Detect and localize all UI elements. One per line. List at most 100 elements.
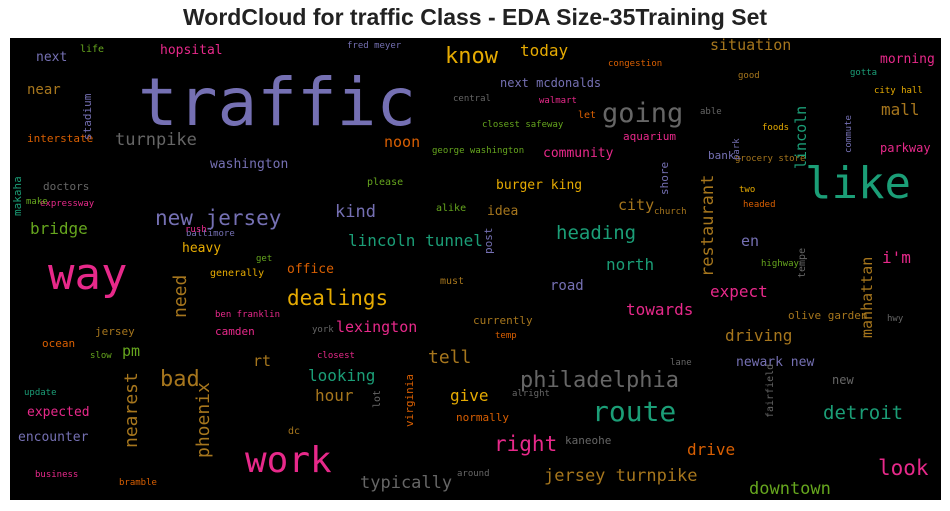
word-cloud-word: virginia: [403, 374, 416, 427]
word-cloud-word: looking: [308, 366, 376, 385]
word-cloud-word: typically: [360, 473, 453, 493]
word-cloud-word: pm: [122, 342, 141, 360]
word-cloud-word: post: [482, 227, 495, 255]
word-cloud-word: bank: [708, 149, 735, 162]
word-cloud-word: bad: [160, 367, 200, 392]
word-cloud-word: heavy: [182, 241, 222, 256]
word-cloud-word: towards: [626, 300, 694, 319]
word-cloud-word: hwy: [887, 314, 904, 324]
word-cloud-word: walmart: [539, 96, 577, 106]
word-cloud-word: two: [739, 185, 756, 195]
word-cloud-word: stadium: [81, 93, 94, 140]
word-cloud-word: detroit: [823, 402, 904, 424]
word-cloud-word: please: [367, 177, 404, 188]
word-cloud-word: new: [832, 373, 854, 387]
word-cloud-word: park: [732, 138, 742, 160]
word-cloud-word: temp: [495, 331, 517, 341]
word-cloud-word: dc: [288, 426, 301, 437]
word-cloud-word: currently: [473, 314, 533, 327]
word-cloud-word: let: [578, 110, 597, 121]
word-cloud-word: ben franklin: [215, 310, 281, 320]
word-cloud-word: lane: [670, 358, 692, 368]
word-cloud-word: give: [450, 386, 489, 405]
word-cloud-word: fairfield: [765, 363, 776, 418]
word-cloud-word: aquarium: [623, 130, 676, 143]
word-cloud-word: noon: [384, 133, 421, 151]
word-cloud-word: like: [805, 158, 911, 209]
word-cloud-word: know: [445, 44, 498, 69]
word-cloud-word: york: [312, 325, 334, 335]
word-cloud-word: city: [618, 196, 655, 214]
word-cloud-word: city hall: [874, 86, 923, 96]
word-cloud-word: gotta: [850, 68, 878, 78]
word-cloud-word: ocean: [42, 337, 76, 350]
word-cloud-word: phoenix: [193, 382, 214, 458]
word-cloud-canvas: traffic way like work route going philadelphia…: [10, 38, 941, 500]
word-cloud-word: morning: [880, 52, 935, 67]
word-cloud-word: newark new: [736, 355, 815, 370]
word-cloud-word: burger king: [496, 178, 583, 193]
word-cloud-word: make: [26, 197, 48, 207]
word-cloud-word: slow: [90, 351, 112, 361]
word-cloud-word: dealings: [287, 286, 389, 310]
word-cloud-word: office: [287, 262, 334, 277]
word-cloud-word: work: [245, 440, 332, 481]
word-cloud-word: update: [24, 388, 57, 398]
word-cloud-word: good: [738, 71, 760, 81]
word-cloud-word: community: [543, 146, 614, 161]
word-cloud-word: makaha: [11, 176, 24, 216]
word-cloud-word: shore: [658, 161, 671, 195]
word-cloud-word: business: [35, 470, 79, 480]
word-cloud-word: expressway: [40, 199, 95, 209]
word-cloud-word: expect: [710, 282, 768, 301]
word-cloud-word: lexington: [336, 318, 418, 336]
word-cloud-word: jersey turnpike: [544, 466, 698, 486]
word-cloud-word: tempe: [797, 247, 808, 278]
word-cloud-word: right: [494, 432, 558, 456]
word-cloud-word: encounter: [18, 430, 89, 445]
word-cloud-word: lincoln tunnel: [348, 231, 483, 250]
word-cloud-word: drive: [687, 440, 736, 459]
word-cloud-word: around: [457, 469, 490, 479]
word-cloud-word: need: [170, 274, 191, 318]
word-cloud-word: heading: [556, 222, 637, 244]
word-cloud-word: mall: [881, 100, 920, 119]
word-cloud-word: traffic: [138, 64, 417, 141]
word-cloud-word: look: [878, 456, 929, 480]
word-cloud-word: foods: [762, 123, 790, 133]
word-cloud-word: george washington: [432, 146, 525, 156]
word-cloud-word: highway: [761, 259, 799, 269]
word-cloud-word: jersey: [95, 325, 135, 338]
word-cloud-word: grocery store: [735, 154, 806, 164]
word-cloud-word: fred meyer: [347, 41, 402, 51]
word-cloud-word: nearest: [121, 372, 142, 448]
word-cloud-word: baltimore: [186, 229, 235, 239]
word-cloud-word: parkway: [880, 141, 931, 155]
word-cloud-word: generally: [210, 268, 265, 279]
word-cloud-word: hopsital: [160, 43, 223, 58]
word-cloud-word: kaneohe: [565, 434, 612, 447]
word-cloud-word: route: [592, 395, 677, 428]
word-cloud-word: next mcdonalds: [500, 76, 602, 90]
word-cloud-word: today: [520, 41, 569, 60]
word-cloud-word: bramble: [119, 478, 157, 488]
word-cloud-word: lincoln: [792, 105, 810, 169]
word-cloud-word: commute: [844, 115, 854, 153]
word-cloud-word: camden: [215, 325, 255, 338]
word-cloud-word: doctors: [43, 180, 90, 193]
word-cloud-word: central: [453, 94, 491, 104]
word-cloud-word: closest safeway: [482, 120, 564, 130]
word-cloud-word: must: [440, 276, 465, 287]
word-cloud-word: normally: [456, 411, 509, 424]
word-cloud-word: rush: [185, 225, 207, 235]
word-cloud-word: life: [80, 44, 105, 55]
word-cloud-word: get: [256, 254, 273, 264]
word-cloud-word: expected: [27, 405, 90, 420]
word-cloud-word: able: [700, 107, 722, 117]
word-cloud-word: headed: [743, 200, 776, 210]
word-cloud-word: i'm: [882, 248, 911, 267]
word-cloud-word: olive garden: [788, 309, 868, 322]
word-cloud-word: manhattan: [858, 256, 876, 338]
word-cloud-word: driving: [725, 326, 793, 345]
word-cloud-word: downtown: [749, 479, 831, 499]
